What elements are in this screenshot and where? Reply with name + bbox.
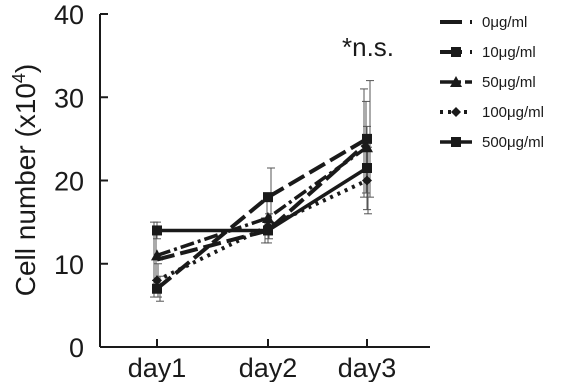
series-2-point	[262, 211, 274, 223]
y-axis-title-main: Cell number (x10	[10, 83, 41, 296]
legend-label-2: 50μg/ml	[482, 74, 536, 91]
legend-label-0: 0μg/ml	[482, 14, 527, 31]
y-axis-title: Cell number (x104)	[9, 64, 41, 297]
series-1-point	[263, 192, 273, 203]
x-ticks: day1 day2 day3	[128, 339, 397, 382]
series-line-1	[155, 137, 369, 291]
legend-label-4: 500μg/ml	[482, 134, 544, 151]
x-tick-label: day2	[239, 353, 298, 382]
series-4-point	[152, 225, 162, 236]
y-tick-label: 10	[54, 250, 84, 280]
series-line-0	[156, 141, 369, 262]
series-markers	[151, 133, 373, 294]
y-axis-title-close: )	[10, 64, 41, 73]
legend-marker-1	[451, 47, 461, 57]
legend-marker-2	[450, 76, 462, 87]
x-tick-label: day1	[128, 353, 187, 382]
legend: 0μg/ml 10μg/ml 50μg/ml 100μg/ml 500μg/ml	[440, 14, 544, 151]
series-4-point	[362, 163, 372, 174]
series-2-point	[151, 249, 163, 261]
series-2-point	[361, 141, 373, 153]
legend-label-3: 100μg/ml	[482, 104, 544, 121]
series-4-point	[263, 225, 273, 236]
series-1-point	[152, 283, 162, 294]
legend-label-1: 10μg/ml	[482, 44, 536, 61]
series-3-point	[362, 175, 372, 186]
y-tick-label: 20	[54, 167, 84, 197]
series-3-point	[152, 275, 162, 286]
y-tick-label: 30	[54, 83, 84, 113]
series-1-point	[362, 133, 372, 144]
y-tick-label: 40	[54, 0, 84, 30]
legend-marker-4	[451, 137, 461, 147]
y-tick-label: 0	[69, 333, 84, 363]
y-axis-title-sup: 4	[9, 73, 29, 83]
series-lines	[155, 137, 369, 291]
legend-marker-3	[451, 107, 461, 117]
x-tick-label: day3	[338, 353, 397, 382]
y-ticks: 0 10 20 30 40	[54, 0, 108, 363]
series-line-3	[156, 178, 368, 283]
significance-annotation: *n.s.	[342, 32, 394, 62]
